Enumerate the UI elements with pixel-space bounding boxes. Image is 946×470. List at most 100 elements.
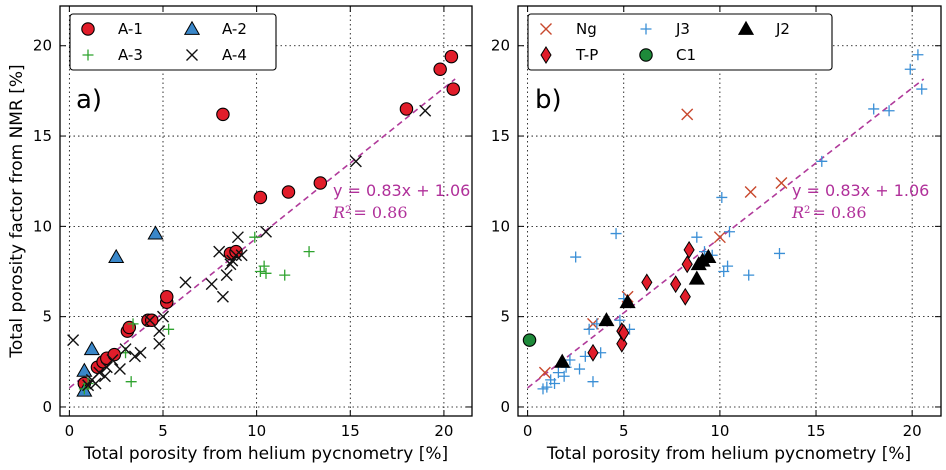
x-tick-label: 20 [903,422,922,440]
point-a-4 [213,245,226,258]
panel-a-legend-box [69,13,277,71]
panel-b-r2: R2 = 0.86 [791,203,867,222]
panel-b-r2-value: = 0.86 [812,203,866,222]
series-a-4 [67,104,432,392]
point-j3 [691,231,703,243]
point-t-p [641,273,653,292]
point-ng [681,108,694,121]
legend-label-a-3: A-3 [118,46,143,64]
point-j3 [724,226,735,238]
point-j3 [722,260,734,272]
point-j3 [904,63,916,75]
point-a-2 [83,340,100,356]
panel-b-fit-equation: y = 0.83x + 1.06 [792,181,929,200]
point-c1 [522,333,537,347]
point-a-1 [446,82,461,96]
panel-a-frame [60,6,472,416]
point-a-4 [89,377,102,390]
point-j3 [868,103,880,115]
panel-b: 0 5 10 15 20 0 5 10 15 20 b) y = 0.83x + 1.06 R2 =… [491,5,942,464]
point-t-p [618,323,630,342]
legend-marker-c1 [639,48,653,62]
point-a-3 [279,269,291,281]
point-j3 [579,350,591,362]
point-j3 [564,354,576,366]
point-j3 [883,105,895,117]
fit-line [68,78,456,389]
panel-b-r2-sup: 2 [804,205,810,216]
panel-a-r2-value: = 0.86 [353,203,407,222]
point-a-4 [143,314,156,327]
panel-b-border [517,5,942,417]
point-j3 [558,370,570,382]
legend-marker-j3 [640,23,652,35]
point-a-4 [100,361,113,374]
point-ng [538,366,551,379]
panel-a-xlabel: Total porosity from helium pycnometry [%… [83,444,448,464]
point-a-1 [444,49,459,64]
point-j3 [614,314,626,326]
point-j3 [583,323,595,335]
y-tick-label: 10 [33,217,52,235]
panel-a-label: a) [76,85,102,115]
point-a-1 [281,185,296,199]
point-j3 [716,191,728,203]
panel-b-legend-box [527,13,833,71]
point-a-1 [145,313,159,328]
legend-label-j3: J3 [675,20,690,38]
x-tick-label: 20 [434,422,453,440]
point-a-1 [216,107,230,122]
point-a-4 [67,334,80,347]
point-j3 [541,381,553,393]
point-a-3 [125,376,137,388]
x-tick-label: 15 [806,422,825,440]
y-tick-label: 5 [42,308,52,326]
series-a-2 [76,225,164,397]
series-t-p [587,240,695,362]
point-a-4 [153,337,166,350]
point-a-1 [313,176,328,190]
point-a-4 [216,290,229,303]
panel-a-border [59,5,473,417]
y-tick-label: 5 [500,308,510,326]
point-a-1 [159,290,174,304]
point-j3 [743,269,755,281]
legend-label-ng: Ng [576,20,597,38]
point-j3 [574,363,586,375]
x-tick-label: 10 [710,422,729,440]
legend-marker-a-4 [186,49,198,61]
point-a-4 [134,346,147,359]
point-a-3 [260,267,272,279]
point-a-3 [127,318,139,330]
point-a-4 [235,249,248,262]
point-a-4 [205,278,218,291]
point-a-4 [93,366,106,379]
point-a-4 [226,254,239,267]
panel-a-legend: A-1 A-2 A-3 A-4 [69,13,277,71]
point-j3 [570,251,582,263]
point-j2 [700,248,717,263]
legend-marker-a-3 [82,49,94,61]
legend-marker-t-p [540,46,552,64]
point-j2 [598,312,615,327]
point-j3 [552,367,564,379]
point-a-3 [258,260,270,272]
panel-b-xlabel: Total porosity from helium pycnometry [%… [546,444,911,464]
legend-marker-a-2 [183,20,201,35]
panel-a-fit-equation: y = 0.83x + 1.06 [333,181,470,200]
point-t-p [681,255,693,274]
y-tick-label: 20 [33,37,52,55]
point-a-4 [106,354,119,367]
panel-b-marks [522,49,928,395]
point-a-4 [153,325,166,338]
point-t-p [670,275,682,294]
point-j2 [554,353,571,368]
panel-b-label: b) [535,85,562,115]
point-t-p [683,240,695,259]
point-j3 [549,377,561,389]
y-tick-label: 0 [500,398,510,416]
point-a-2 [76,362,93,377]
point-a-3 [163,323,175,335]
point-a-1 [399,102,414,116]
point-j3 [610,228,622,240]
